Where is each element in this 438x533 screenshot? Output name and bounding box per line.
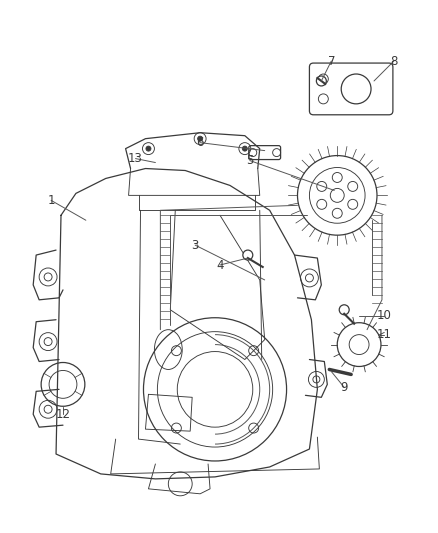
Text: 4: 4 xyxy=(216,259,224,271)
Text: 5: 5 xyxy=(246,154,254,167)
Text: 8: 8 xyxy=(390,54,398,68)
FancyBboxPatch shape xyxy=(249,146,281,159)
Text: 11: 11 xyxy=(376,328,392,341)
Text: 10: 10 xyxy=(377,309,392,322)
Text: 13: 13 xyxy=(128,152,143,165)
Text: 6: 6 xyxy=(196,136,204,149)
Circle shape xyxy=(339,305,349,315)
Text: 12: 12 xyxy=(56,408,71,421)
Circle shape xyxy=(146,146,151,151)
Circle shape xyxy=(198,136,203,141)
Text: 9: 9 xyxy=(340,381,348,394)
Text: 7: 7 xyxy=(328,54,335,68)
Text: 3: 3 xyxy=(191,239,199,252)
Circle shape xyxy=(316,76,326,86)
FancyBboxPatch shape xyxy=(309,63,393,115)
Circle shape xyxy=(242,146,247,151)
Text: 1: 1 xyxy=(47,194,55,207)
Circle shape xyxy=(243,250,253,260)
